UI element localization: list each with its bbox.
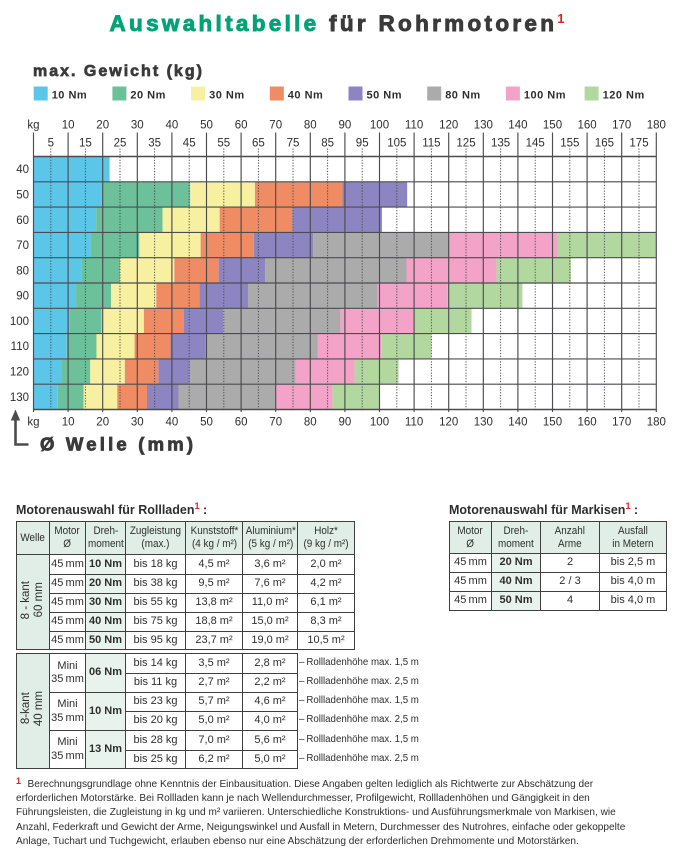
- svg-text:50: 50: [200, 120, 213, 132]
- svg-text:80 Nm: 80 Nm: [445, 90, 481, 102]
- svg-text:20 Nm: 20 Nm: [130, 90, 166, 102]
- svg-text:120 Nm: 120 Nm: [603, 90, 645, 102]
- svg-text:140: 140: [508, 120, 527, 132]
- svg-text:150: 150: [543, 417, 562, 429]
- svg-text:100: 100: [370, 417, 389, 429]
- svg-text:165: 165: [595, 138, 614, 150]
- svg-text:130: 130: [474, 417, 493, 429]
- svg-text:180: 180: [647, 120, 666, 132]
- svg-text:60: 60: [235, 417, 248, 429]
- svg-text:150: 150: [543, 120, 562, 132]
- svg-text:Auswahltabelle für Rohrmotoren: Auswahltabelle für Rohrmotoren1: [109, 11, 564, 36]
- svg-text:155: 155: [560, 138, 579, 150]
- svg-text:120: 120: [10, 367, 29, 379]
- svg-text:70: 70: [269, 120, 282, 132]
- svg-text:100 Nm: 100 Nm: [524, 90, 566, 102]
- svg-text:max. Gewicht (kg): max. Gewicht (kg): [33, 63, 204, 80]
- svg-text:60: 60: [16, 215, 29, 227]
- svg-text:kg: kg: [27, 120, 39, 132]
- svg-text:10: 10: [62, 417, 75, 429]
- svg-text:10 Nm: 10 Nm: [52, 90, 88, 102]
- svg-text:130: 130: [474, 120, 493, 132]
- svg-text:80: 80: [304, 120, 317, 132]
- svg-text:110: 110: [405, 120, 423, 132]
- svg-text:170: 170: [612, 417, 631, 429]
- svg-text:105: 105: [387, 138, 406, 150]
- svg-text:40: 40: [166, 417, 179, 429]
- svg-text:95: 95: [356, 138, 369, 150]
- svg-text:90: 90: [339, 120, 352, 132]
- svg-text:110: 110: [11, 341, 29, 353]
- svg-text:100: 100: [370, 120, 389, 132]
- svg-text:80: 80: [304, 417, 317, 429]
- svg-text:180: 180: [647, 417, 666, 429]
- svg-text:145: 145: [526, 138, 545, 150]
- svg-text:90: 90: [339, 417, 352, 429]
- svg-text:30: 30: [131, 417, 144, 429]
- svg-text:115: 115: [422, 138, 440, 150]
- svg-text:Ø Welle (mm): Ø Welle (mm): [40, 434, 196, 455]
- svg-text:160: 160: [578, 120, 597, 132]
- svg-text:5: 5: [48, 138, 54, 150]
- svg-text:45: 45: [183, 138, 196, 150]
- svg-text:10: 10: [62, 120, 75, 132]
- svg-text:125: 125: [456, 138, 475, 150]
- svg-text:170: 170: [612, 120, 631, 132]
- svg-text:55: 55: [217, 138, 230, 150]
- svg-text:35: 35: [148, 138, 161, 150]
- svg-text:40: 40: [166, 120, 179, 132]
- svg-text:70: 70: [269, 417, 282, 429]
- svg-text:20: 20: [96, 120, 109, 132]
- svg-text:30: 30: [131, 120, 144, 132]
- svg-text:30 Nm: 30 Nm: [209, 90, 245, 102]
- svg-text:40 Nm: 40 Nm: [288, 90, 324, 102]
- svg-text:20: 20: [96, 417, 109, 429]
- svg-text:100: 100: [10, 316, 29, 328]
- svg-text:140: 140: [508, 417, 527, 429]
- svg-text:90: 90: [16, 291, 29, 303]
- svg-text:135: 135: [491, 138, 510, 150]
- svg-text:50: 50: [16, 190, 29, 202]
- svg-text:70: 70: [16, 240, 29, 252]
- svg-text:85: 85: [321, 138, 334, 150]
- svg-text:50 Nm: 50 Nm: [367, 90, 403, 102]
- svg-text:175: 175: [629, 138, 648, 150]
- svg-text:130: 130: [10, 392, 29, 404]
- svg-text:40: 40: [16, 164, 29, 176]
- svg-text:25: 25: [114, 138, 127, 150]
- svg-text:120: 120: [439, 120, 458, 132]
- svg-text:80: 80: [16, 265, 29, 277]
- svg-text:50: 50: [200, 417, 213, 429]
- svg-text:110: 110: [405, 417, 423, 429]
- svg-text:160: 160: [578, 417, 597, 429]
- svg-text:75: 75: [287, 138, 300, 150]
- svg-text:60: 60: [235, 120, 248, 132]
- svg-text:120: 120: [439, 417, 458, 429]
- svg-text:kg: kg: [27, 417, 39, 429]
- svg-text:65: 65: [252, 138, 265, 150]
- svg-text:15: 15: [79, 138, 92, 150]
